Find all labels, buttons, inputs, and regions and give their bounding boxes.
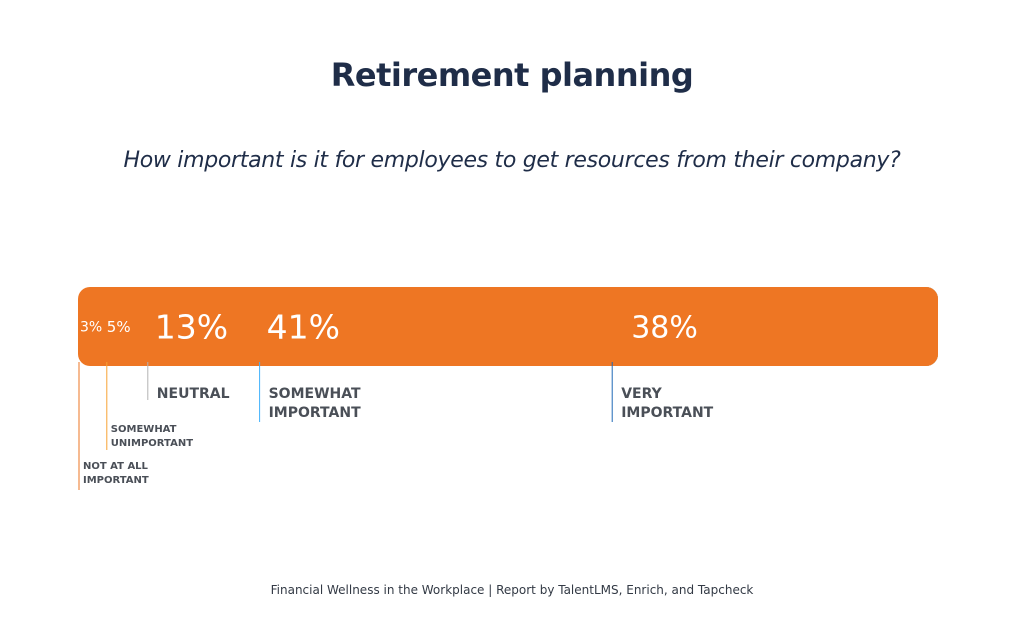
category-label-4-line-0: VERY bbox=[621, 386, 662, 402]
category-label-4-line-1: IMPORTANT bbox=[621, 405, 713, 421]
category-label-1-line-1: UNIMPORTANT bbox=[111, 438, 193, 449]
value-label-2: 13% bbox=[155, 307, 228, 346]
source-footer: Financial Wellness in the Workplace | Re… bbox=[270, 583, 754, 597]
category-label-1-line-0: SOMEWHAT bbox=[111, 424, 177, 435]
category-label-3-line-0: SOMEWHAT bbox=[269, 386, 361, 402]
value-label-3: 41% bbox=[267, 307, 340, 346]
value-label-4: 38% bbox=[631, 310, 698, 345]
category-label-2-line-0: NEUTRAL bbox=[157, 386, 230, 402]
chart-subtitle: How important is it for employees to get… bbox=[123, 148, 901, 173]
value-label-0: 3% bbox=[80, 320, 102, 336]
category-label-3-line-1: IMPORTANT bbox=[269, 405, 361, 421]
value-label-1: 5% bbox=[107, 318, 131, 336]
category-label-0-line-0: NOT AT ALL bbox=[83, 461, 149, 472]
chart-title: Retirement planning bbox=[330, 56, 694, 94]
bar-segment-0 bbox=[78, 287, 938, 366]
category-label-0-line-1: IMPORTANT bbox=[83, 475, 149, 486]
